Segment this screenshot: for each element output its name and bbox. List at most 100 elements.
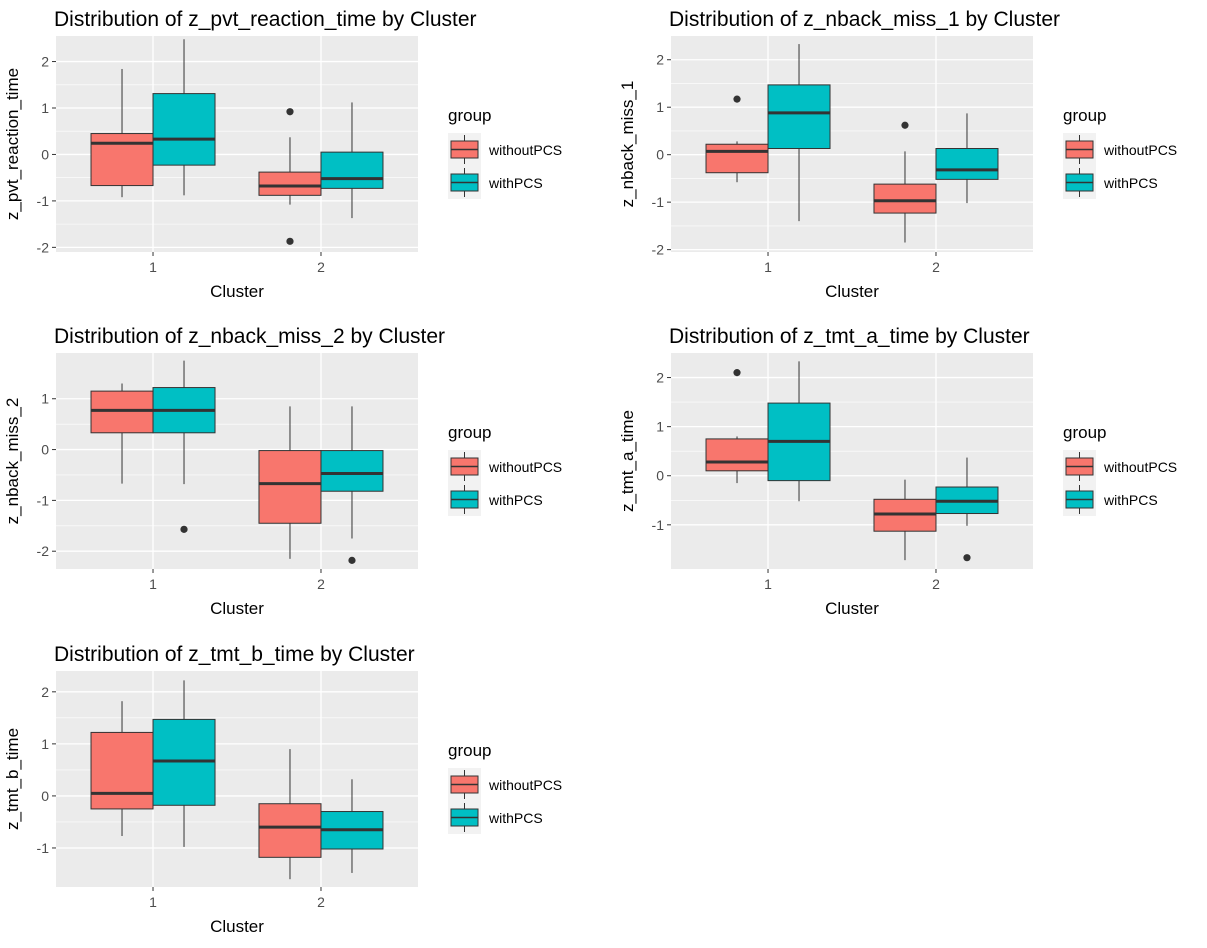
y-tick-label: -1 xyxy=(652,517,665,533)
legend-title: group xyxy=(448,741,491,760)
box-iqr xyxy=(90,390,154,434)
x-tick-label: 1 xyxy=(149,259,157,275)
box-iqr xyxy=(90,731,154,810)
y-tick-label: -1 xyxy=(652,194,665,210)
legend: group withoutPCS withPCS xyxy=(448,423,562,516)
legend-label: withPCS xyxy=(488,492,543,508)
chart-title: Distribution of z_nback_miss_2 by Cluste… xyxy=(54,325,445,348)
y-axis-label: z_pvt_reaction_time xyxy=(3,68,22,220)
box-cluster2-withPCS xyxy=(320,406,384,564)
legend-item-withoutPCS: withoutPCS xyxy=(448,768,562,801)
box-cluster1-withoutPCS xyxy=(705,95,769,183)
legend-item-withPCS: withPCS xyxy=(448,801,543,834)
box-iqr xyxy=(873,183,937,214)
outlier-point xyxy=(180,525,188,533)
y-tick-label: -1 xyxy=(37,492,50,508)
chart-title: Distribution of z_pvt_reaction_time by C… xyxy=(54,8,477,31)
legend-item-withoutPCS: withoutPCS xyxy=(1063,450,1177,483)
box-iqr xyxy=(152,93,216,166)
y-tick-label: -2 xyxy=(37,239,50,255)
panel-5: Distribution of z_tmt_b_time by Cluster -… xyxy=(3,643,562,936)
x-tick-label: 2 xyxy=(932,576,940,592)
y-tick-label: -1 xyxy=(37,840,50,856)
legend: group withoutPCS withPCS xyxy=(448,106,562,199)
box-iqr xyxy=(935,148,999,180)
x-axis-label: Cluster xyxy=(210,917,264,936)
box-cluster1-withPCS xyxy=(767,361,831,502)
box-iqr xyxy=(705,143,769,174)
y-tick-label: -2 xyxy=(37,543,50,559)
x-tick-label: 2 xyxy=(317,576,325,592)
outlier-point xyxy=(901,121,909,129)
box-cluster2-withoutPCS xyxy=(873,479,937,561)
y-tick-label: -1 xyxy=(37,193,50,209)
legend-item-withoutPCS: withoutPCS xyxy=(1063,133,1177,166)
box-cluster1-withoutPCS xyxy=(90,701,154,836)
box-iqr xyxy=(90,133,154,187)
y-tick-label: 2 xyxy=(656,52,664,68)
x-tick-label: 2 xyxy=(317,259,325,275)
chart-title: Distribution of z_nback_miss_1 by Cluste… xyxy=(669,8,1060,31)
y-tick-label: 0 xyxy=(41,146,49,162)
y-tick-label: 0 xyxy=(41,788,49,804)
legend-title: group xyxy=(1063,423,1106,442)
box-cluster1-withPCS xyxy=(152,360,216,533)
legend-label: withoutPCS xyxy=(488,459,562,475)
y-axis-label: z_tmt_b_time xyxy=(3,728,22,830)
x-tick-label: 1 xyxy=(149,894,157,910)
y-axis-label: z_nback_miss_2 xyxy=(3,398,22,525)
y-tick-label: 1 xyxy=(656,99,664,115)
x-axis-label: Cluster xyxy=(210,599,264,618)
box-cluster1-withPCS xyxy=(767,44,831,222)
y-tick-label: -2 xyxy=(652,242,665,258)
legend: group withoutPCS withPCS xyxy=(448,741,562,834)
legend-label: withPCS xyxy=(1103,175,1158,191)
box-cluster2-withPCS xyxy=(935,113,999,204)
panel-4: Distribution of z_tmt_a_time by Cluster -… xyxy=(618,325,1177,618)
box-iqr xyxy=(320,151,384,189)
legend-title: group xyxy=(1063,106,1106,125)
outlier-point xyxy=(286,108,294,116)
y-tick-label: 0 xyxy=(656,468,664,484)
y-tick-label: 0 xyxy=(41,442,49,458)
panel-2: Distribution of z_nback_miss_1 by Cluste… xyxy=(618,8,1177,301)
legend-item-withPCS: withPCS xyxy=(1063,166,1158,199)
panel-1: Distribution of z_pvt_reaction_time by C… xyxy=(3,8,562,301)
x-axis-label: Cluster xyxy=(825,599,879,618)
box-cluster2-withPCS xyxy=(935,457,999,562)
panel-3: Distribution of z_nback_miss_2 by Cluste… xyxy=(3,325,562,618)
chart-title: Distribution of z_tmt_a_time by Cluster xyxy=(669,325,1030,348)
box-cluster2-withoutPCS xyxy=(873,121,937,243)
x-tick-label: 2 xyxy=(317,894,325,910)
box-cluster1-withPCS xyxy=(152,39,216,196)
legend: group withoutPCS withPCS xyxy=(1063,423,1177,516)
legend-label: withPCS xyxy=(1103,492,1158,508)
legend-item-withoutPCS: withoutPCS xyxy=(448,133,562,166)
legend-label: withPCS xyxy=(488,175,543,191)
x-tick-label: 1 xyxy=(764,576,772,592)
outlier-point xyxy=(348,556,356,564)
legend-item-withPCS: withPCS xyxy=(448,483,543,516)
y-tick-label: 0 xyxy=(656,147,664,163)
x-tick-label: 1 xyxy=(764,259,772,275)
outlier-point xyxy=(733,95,741,103)
y-axis-label: z_nback_miss_1 xyxy=(618,81,637,208)
y-tick-label: 2 xyxy=(656,370,664,386)
box-cluster2-withPCS xyxy=(320,102,384,219)
outlier-point xyxy=(286,237,294,245)
box-iqr xyxy=(767,84,831,150)
y-tick-label: 1 xyxy=(41,736,49,752)
box-cluster2-withPCS xyxy=(320,779,384,873)
box-iqr xyxy=(320,450,384,492)
box-cluster2-withoutPCS xyxy=(258,108,322,245)
y-tick-label: 1 xyxy=(656,419,664,435)
box-iqr xyxy=(258,171,322,196)
box-iqr xyxy=(258,450,322,524)
x-tick-label: 2 xyxy=(932,259,940,275)
legend-label: withoutPCS xyxy=(488,142,562,158)
y-tick-label: 1 xyxy=(41,100,49,116)
legend-item-withoutPCS: withoutPCS xyxy=(448,450,562,483)
legend-title: group xyxy=(448,106,491,125)
y-tick-label: 2 xyxy=(41,54,49,70)
